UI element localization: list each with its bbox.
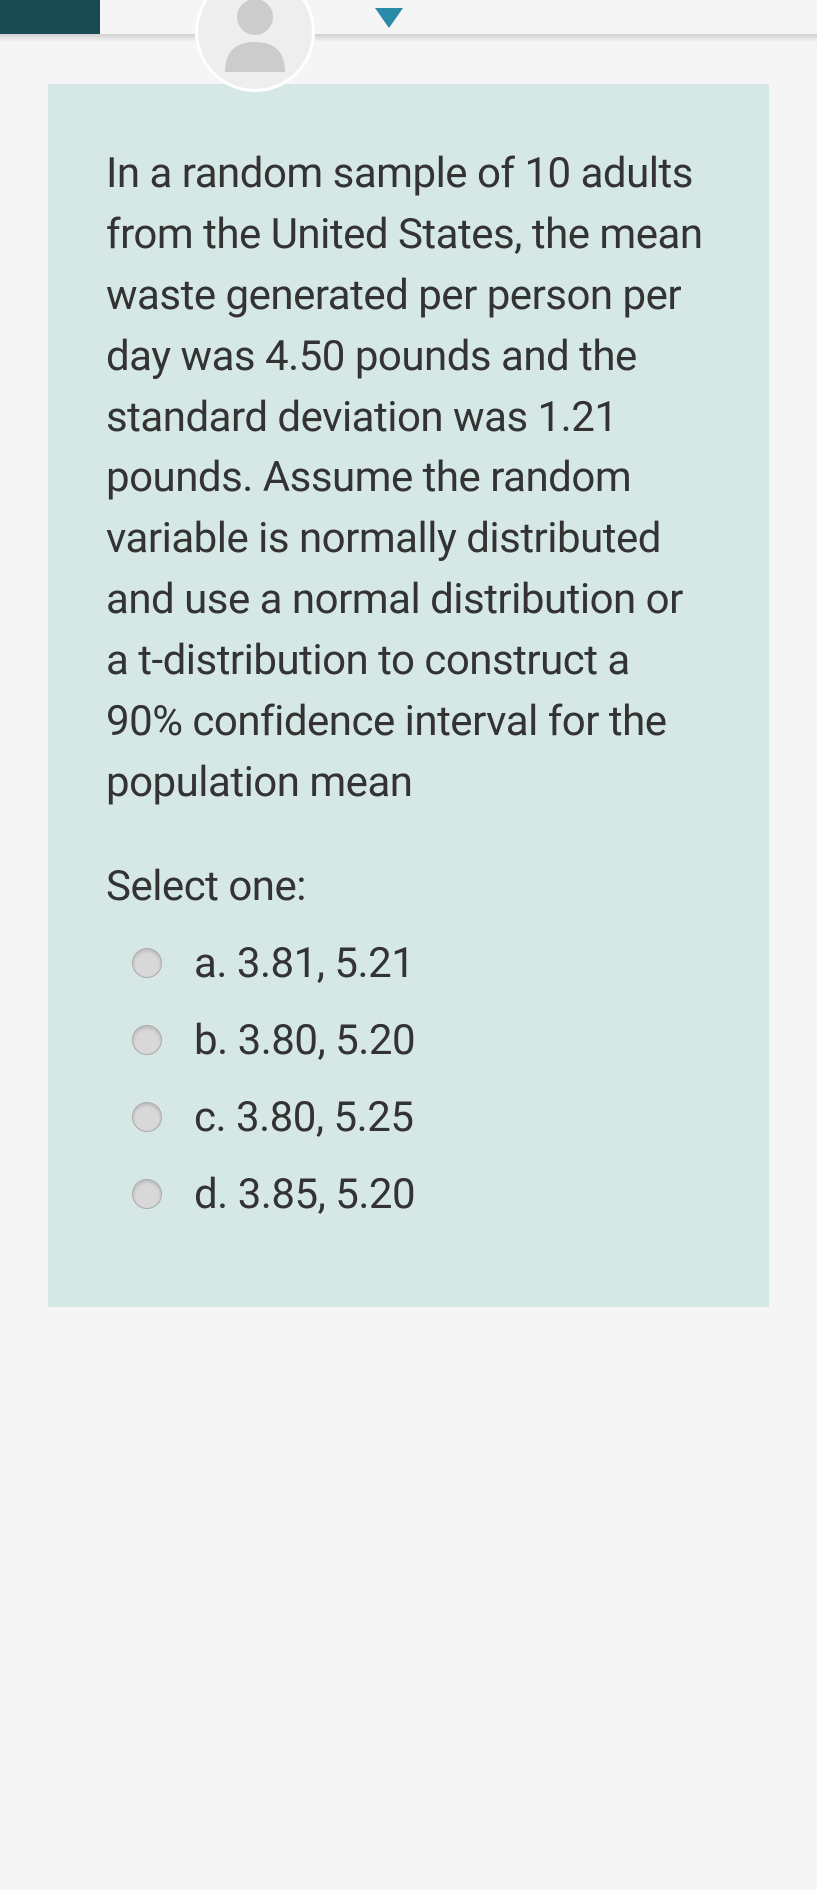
option-text: 3.80, 5.25 [236, 1093, 413, 1142]
option-letter: d. [194, 1170, 228, 1219]
option-text: 3.81, 5.21 [237, 939, 414, 988]
top-nav-bar [0, 0, 100, 34]
question-text: In a random sample of 10 adults from the… [106, 144, 711, 814]
option-label-b[interactable]: b. 3.80, 5.20 [194, 1016, 415, 1065]
radio-option-a[interactable] [132, 948, 162, 978]
option-row: b. 3.80, 5.20 [132, 1016, 711, 1065]
chevron-down-icon[interactable] [375, 8, 403, 28]
option-letter: a. [194, 939, 227, 988]
user-avatar-container [195, 0, 315, 92]
radio-option-d[interactable] [132, 1179, 162, 1209]
option-label-a[interactable]: a. 3.81, 5.21 [194, 939, 414, 988]
option-text: 3.80, 5.20 [238, 1016, 415, 1065]
question-card: In a random sample of 10 adults from the… [48, 84, 769, 1307]
radio-option-c[interactable] [132, 1102, 162, 1132]
options-list: a. 3.81, 5.21 b. 3.80, 5.20 c. 3.80, 5.2… [106, 939, 711, 1219]
header-shadow [0, 34, 817, 42]
option-text: 3.85, 5.20 [238, 1170, 415, 1219]
person-icon [205, 0, 305, 82]
select-one-label: Select one: [106, 862, 711, 911]
radio-option-b[interactable] [132, 1025, 162, 1055]
option-letter: c. [194, 1093, 226, 1142]
option-label-c[interactable]: c. 3.80, 5.25 [194, 1093, 413, 1142]
option-letter: b. [194, 1016, 228, 1065]
option-label-d[interactable]: d. 3.85, 5.20 [194, 1170, 415, 1219]
option-row: c. 3.80, 5.25 [132, 1093, 711, 1142]
option-row: a. 3.81, 5.21 [132, 939, 711, 988]
option-row: d. 3.85, 5.20 [132, 1170, 711, 1219]
user-avatar[interactable] [195, 0, 315, 92]
